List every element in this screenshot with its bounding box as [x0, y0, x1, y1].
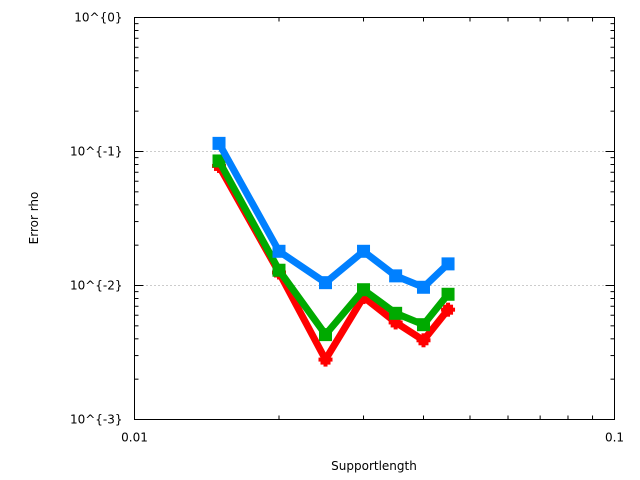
ticks	[134, 17, 615, 420]
tick-labels: 10^{0} 10^{-1} 10^{-2} 10^{-3} 0.01 0.1	[70, 11, 624, 445]
series-2-point-1	[272, 244, 286, 258]
marker-core	[358, 292, 369, 303]
series-2-point-4	[389, 269, 403, 283]
series-1-point-4	[389, 306, 403, 320]
series-1-point-3	[357, 283, 371, 297]
series-1-point-2	[319, 328, 333, 342]
series-2-point-6	[441, 257, 455, 271]
series-0-point-5	[416, 333, 431, 348]
series-0-point-2	[318, 352, 333, 367]
series-1-line	[215, 159, 451, 341]
series-0-point-6	[441, 302, 456, 317]
x-tick-label-1: 0.1	[605, 431, 624, 445]
series-2-point-5	[416, 280, 430, 294]
x-axis-label: Supportlength	[331, 459, 417, 473]
marker-core	[320, 354, 331, 365]
series-layer	[212, 136, 456, 367]
marker-core	[390, 317, 401, 328]
series-1-point-1	[272, 263, 286, 277]
y-tick-label-0: 10^{0}	[74, 11, 122, 25]
marker-core	[418, 335, 429, 346]
x-tick-label-0: 0.01	[121, 431, 148, 445]
series-1	[212, 154, 455, 342]
series-2-line	[215, 141, 451, 292]
plot-frame	[134, 17, 615, 420]
series-2-point-0	[212, 136, 226, 150]
series-2-point-2	[319, 276, 333, 290]
series-1-point-5	[416, 318, 430, 332]
series-2-point-3	[357, 244, 371, 258]
y-tick-label-3: 10^{-3}	[70, 413, 123, 427]
series-2	[212, 136, 455, 294]
y-tick-label-2: 10^{-2}	[70, 279, 123, 293]
series-1-point-0	[212, 154, 226, 168]
marker-core	[443, 304, 454, 315]
grid	[134, 151, 615, 286]
series-1-point-6	[441, 287, 455, 301]
y-axis-label: Error rho	[27, 192, 41, 245]
y-tick-label-1: 10^{-1}	[70, 145, 123, 159]
